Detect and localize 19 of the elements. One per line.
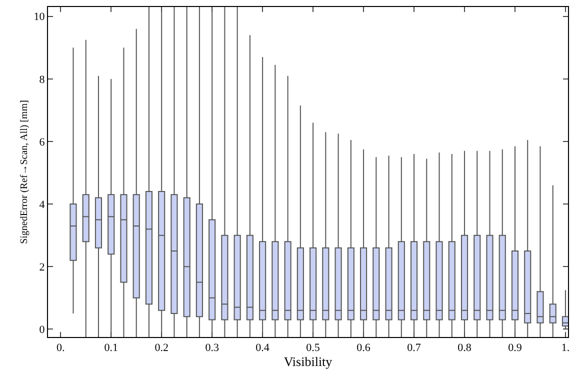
y-tick-label: 4 (39, 198, 46, 211)
x-tick-label: 0.7 (407, 342, 422, 354)
x-tick-label: 0.1 (104, 342, 118, 354)
y-tick-label: 8 (39, 74, 46, 86)
x-tick-label: 0.6 (356, 342, 371, 354)
y-tick-label: 6 (39, 136, 46, 148)
x-tick-label: 0.9 (508, 342, 522, 354)
x-tick-label: 0.3 (205, 342, 220, 354)
x-axis-title: Visibility (284, 354, 333, 370)
y-tick-label: 2 (39, 261, 45, 274)
x-tick-label: 0.4 (256, 342, 270, 354)
x-tick-label: 0.8 (458, 342, 472, 354)
y-tick-label: 0 (39, 324, 46, 336)
y-axis-title: SignedError (Ref→Scan, All) [mm] (18, 100, 30, 244)
x-tick-label: 0.5 (306, 342, 320, 354)
x-tick-label: 1. (561, 342, 570, 354)
y-tick-label: 10 (34, 11, 46, 24)
x-tick-label: 0. (56, 342, 65, 354)
x-tick-label: 0.2 (154, 342, 168, 354)
